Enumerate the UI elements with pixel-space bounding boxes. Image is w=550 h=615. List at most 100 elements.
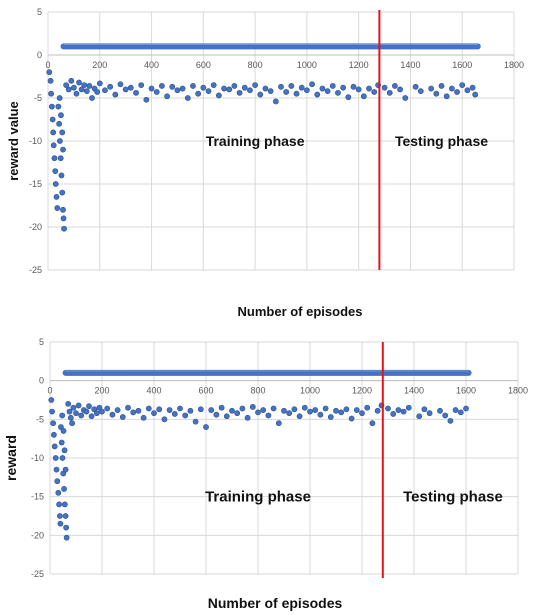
data-point: [177, 405, 183, 412]
data-point: [187, 407, 194, 414]
data-point: [52, 168, 59, 174]
data-point: [236, 89, 243, 96]
data-point: [223, 413, 230, 420]
data-point: [397, 86, 403, 93]
data-point: [218, 404, 225, 411]
data-point: [117, 81, 124, 88]
data-point: [48, 397, 55, 403]
data-point: [50, 129, 57, 136]
testing-phase-label: Testing phase: [403, 489, 503, 506]
data-point: [283, 89, 290, 95]
data-point: [78, 86, 85, 93]
data-point: [298, 84, 305, 91]
data-point: [55, 103, 62, 110]
data-point: [70, 404, 77, 411]
data-point: [438, 83, 445, 89]
data-point: [345, 94, 352, 101]
y-tick-label: -20: [29, 222, 42, 232]
data-point: [215, 92, 222, 99]
x-tick-label: 1200: [349, 60, 369, 70]
data-point: [153, 89, 160, 95]
y-tick-label: 0: [39, 376, 44, 386]
x-axis-title: Number of episodes: [208, 595, 343, 611]
data-point: [169, 83, 176, 90]
data-point: [65, 400, 72, 407]
data-point: [381, 84, 388, 91]
data-point: [93, 410, 100, 417]
data-point: [203, 424, 209, 430]
data-point: [303, 87, 310, 94]
x-tick-label: 0: [47, 386, 52, 396]
data-point: [447, 417, 454, 424]
data-point: [60, 206, 66, 213]
data-point: [59, 189, 66, 196]
data-point: [61, 486, 67, 492]
data-point: [65, 86, 72, 93]
data-point: [448, 85, 455, 92]
x-tick-label: 1800: [504, 60, 524, 70]
data-point: [293, 90, 300, 97]
data-point: [421, 406, 428, 413]
training-phase-label: Training phase: [206, 133, 305, 149]
data-point: [88, 413, 95, 420]
data-point: [68, 77, 75, 84]
data-point: [114, 407, 121, 413]
data-point: [255, 409, 261, 416]
data-point: [46, 69, 53, 76]
data-point: [104, 405, 111, 412]
data-point: [52, 455, 59, 461]
y-tick-label: -15: [29, 179, 42, 189]
data-point: [210, 82, 217, 88]
data-point: [385, 405, 391, 412]
data-point: [327, 414, 334, 420]
data-point: [322, 405, 329, 412]
bottom-chart-panel: 5 0 -5 -10 -15 -20 -25 0 200 400 600 800 1000 1200 140…: [0, 332, 550, 615]
data-point: [171, 411, 178, 417]
data-point: [54, 478, 61, 485]
data-point: [417, 88, 424, 95]
data-point: [112, 91, 119, 98]
data-point: [457, 409, 464, 416]
data-point: [464, 87, 471, 94]
data-point: [143, 96, 150, 103]
data-point: [130, 409, 137, 416]
data-point: [329, 83, 336, 89]
y-tick-label: -5: [34, 93, 42, 103]
data-point: [229, 407, 235, 414]
y-tick-label: 5: [39, 337, 44, 347]
data-point: [140, 414, 147, 421]
data-point: [281, 407, 287, 414]
data-point: [60, 146, 66, 153]
data-point: [109, 411, 116, 418]
data-point: [59, 455, 66, 461]
data-point: [159, 83, 165, 89]
data-point: [249, 404, 256, 410]
data-point: [57, 138, 63, 144]
data-point: [291, 406, 298, 413]
data-point: [278, 83, 284, 90]
data-point: [241, 84, 248, 91]
data-point: [63, 524, 70, 531]
data-point: [57, 520, 64, 527]
data-point: [469, 84, 476, 91]
x-tick-label: 400: [144, 60, 159, 70]
data-point: [340, 84, 347, 91]
data-point: [127, 84, 134, 91]
data-point: [412, 83, 419, 90]
data-point: [102, 87, 108, 94]
data-point: [145, 405, 152, 412]
data-point: [260, 407, 267, 413]
data-point: [55, 489, 62, 496]
x-tick-label: 0: [45, 60, 50, 70]
data-point: [272, 98, 279, 105]
data-point: [428, 85, 435, 92]
x-tick-label: 1800: [508, 386, 528, 396]
x-tick-label: 1400: [400, 60, 420, 70]
data-point: [252, 82, 259, 88]
data-point: [81, 82, 88, 88]
data-point: [156, 406, 163, 413]
top-reward-chart: 5 0 -5 -10 -15 -20 -25 0 200 400 600 800 1000 1200 140…: [6, 7, 524, 319]
data-point: [184, 95, 191, 101]
data-point: [61, 225, 67, 232]
data-point: [265, 412, 272, 419]
